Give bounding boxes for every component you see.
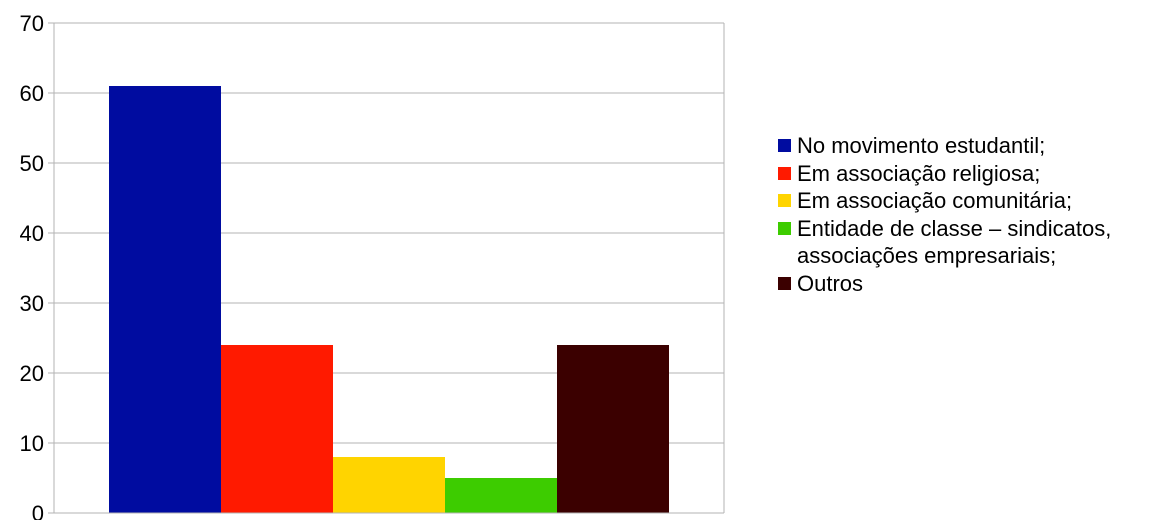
axes (53, 23, 725, 514)
y-tick-label: 70 (20, 11, 44, 36)
legend-item: Entidade de classe – sindicatos, associa… (778, 215, 1156, 270)
legend-item: Em associação religiosa; (778, 160, 1156, 188)
y-tick-label: 20 (20, 361, 44, 386)
legend-swatch (778, 221, 791, 235)
bar (557, 345, 669, 513)
legend-label: Entidade de classe – sindicatos, associa… (797, 215, 1112, 269)
legend-item: No movimento estudantil; (778, 132, 1156, 160)
y-tick-label: 30 (20, 291, 44, 316)
y-tick-label: 60 (20, 81, 44, 106)
legend-swatch (778, 194, 791, 207)
legend-label: No movimento estudantil; (797, 133, 1046, 158)
bar (221, 345, 333, 513)
legend-label: Em associação religiosa; (797, 160, 1041, 186)
bar (333, 457, 445, 513)
y-tick-label: 10 (20, 431, 44, 456)
legend: No movimento estudantil; Em associação re… (778, 132, 1156, 297)
bar (445, 478, 557, 513)
legend-label: Outros (797, 270, 864, 296)
bars (109, 86, 669, 513)
legend-label: Em associação comunitária; (797, 188, 1073, 213)
legend-swatch (778, 276, 791, 290)
y-tick-label: 0 (32, 501, 44, 520)
legend-swatch (778, 139, 791, 152)
legend-swatch (778, 166, 791, 180)
y-axis-tick-labels: 0 10 20 30 40 50 60 70 (20, 11, 44, 520)
y-tick-label: 40 (20, 221, 44, 246)
y-tick-label: 50 (20, 151, 44, 176)
legend-item: Outros (778, 270, 1156, 298)
bar (109, 86, 221, 513)
legend-item: Em associação comunitária; (778, 187, 1156, 215)
